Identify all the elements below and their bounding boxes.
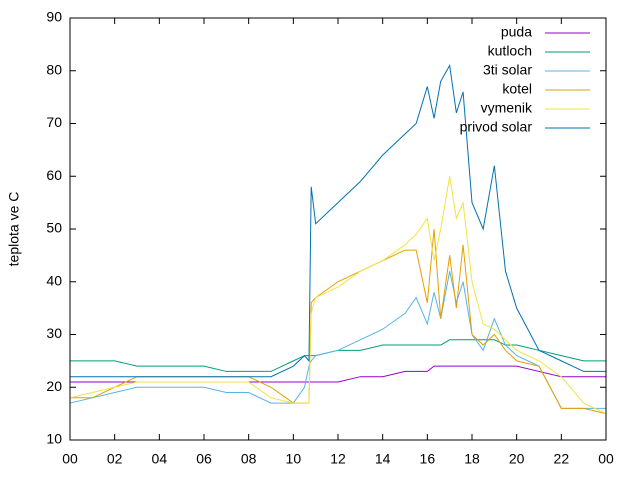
legend-label: kotel <box>502 81 532 97</box>
y-tick-label: 40 <box>46 272 62 288</box>
legend-label: privod solar <box>460 119 533 135</box>
x-tick-label: 04 <box>152 451 168 467</box>
x-tick-label: 12 <box>330 451 346 467</box>
y-tick-label: 70 <box>46 114 62 130</box>
x-tick-label: 00 <box>598 451 614 467</box>
series-line <box>70 339 606 372</box>
y-axis-label: teplota ve C <box>6 192 22 267</box>
x-tick-label: 10 <box>286 451 302 467</box>
y-tick-label: 10 <box>46 431 62 447</box>
plot-frame <box>69 17 607 441</box>
x-tick-label: 06 <box>196 451 212 467</box>
y-tick-label: 90 <box>46 9 62 25</box>
x-tick-label: 18 <box>464 451 480 467</box>
x-tick-label: 22 <box>554 451 570 467</box>
x-tick-label: 08 <box>241 451 257 467</box>
legend-label: puda <box>501 24 532 40</box>
y-tick-label: 20 <box>46 378 62 394</box>
y-tick-label: 30 <box>46 325 62 341</box>
x-tick-label: 02 <box>107 451 123 467</box>
legend-label: vymenik <box>481 100 533 116</box>
legend-label: kutloch <box>488 43 532 59</box>
x-tick-label: 16 <box>420 451 436 467</box>
x-tick-label: 20 <box>509 451 525 467</box>
x-tick-label: 14 <box>375 451 391 467</box>
series-line <box>70 63 606 378</box>
y-tick-label: 60 <box>46 167 62 183</box>
series-line <box>69 271 606 409</box>
series-line <box>69 176 607 415</box>
legend-label: 3ti solar <box>483 62 532 78</box>
y-tick-label: 50 <box>46 220 62 236</box>
y-tick-label: 80 <box>46 61 62 77</box>
x-tick-label: 00 <box>62 451 78 467</box>
